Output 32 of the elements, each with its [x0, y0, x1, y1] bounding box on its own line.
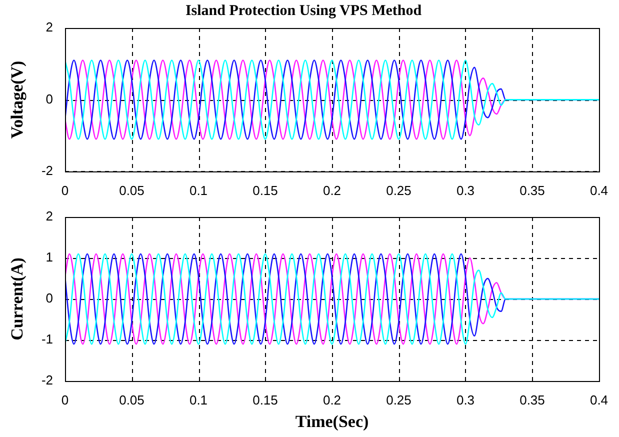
x-tick-label: 0.2	[322, 392, 342, 408]
y-tick-label: -2	[41, 372, 53, 388]
x-tick-label: 0.1	[189, 182, 208, 198]
y-tick-label: 1	[46, 250, 53, 265]
x-tick-label: 0.4	[590, 182, 608, 198]
x-tick-label: 0.35	[520, 182, 545, 198]
x-tick-label: 0.1	[189, 392, 208, 408]
y-tick-label: -1	[41, 332, 53, 347]
x-tick-label: 0.3	[456, 182, 475, 198]
y-tick-label: 2	[46, 20, 53, 35]
x-tick-label: 0.35	[520, 392, 545, 408]
chart-title: Island Protection Using VPS Method	[185, 2, 422, 19]
line-series	[65, 253, 599, 345]
x-tick-label: 0	[61, 392, 69, 408]
x-tick-label: 0.3	[456, 392, 475, 408]
y-tick-label: 2	[46, 208, 53, 224]
x-tick-label: 0.15	[252, 392, 278, 408]
y-tick-label: -2	[41, 162, 53, 178]
y-tick-label: 0	[46, 290, 53, 306]
line-series	[65, 60, 599, 140]
y-tick-label: 0	[46, 91, 53, 106]
x-tick-label: 0.05	[119, 182, 144, 198]
x-axis-title: Time(Sec)	[295, 412, 369, 432]
x-tick-label: 0.05	[119, 392, 144, 408]
x-tick-label: 0.4	[590, 392, 608, 408]
x-tick-label: 0.2	[322, 182, 342, 198]
x-tick-label: 0.25	[386, 392, 412, 408]
y-axis-title: Voltage(V)	[8, 60, 27, 139]
x-tick-label: 0	[61, 182, 69, 198]
y-axis-title: Current(A)	[8, 258, 27, 340]
x-tick-label: 0.25	[386, 182, 412, 198]
x-tick-label: 0.15	[252, 182, 278, 198]
